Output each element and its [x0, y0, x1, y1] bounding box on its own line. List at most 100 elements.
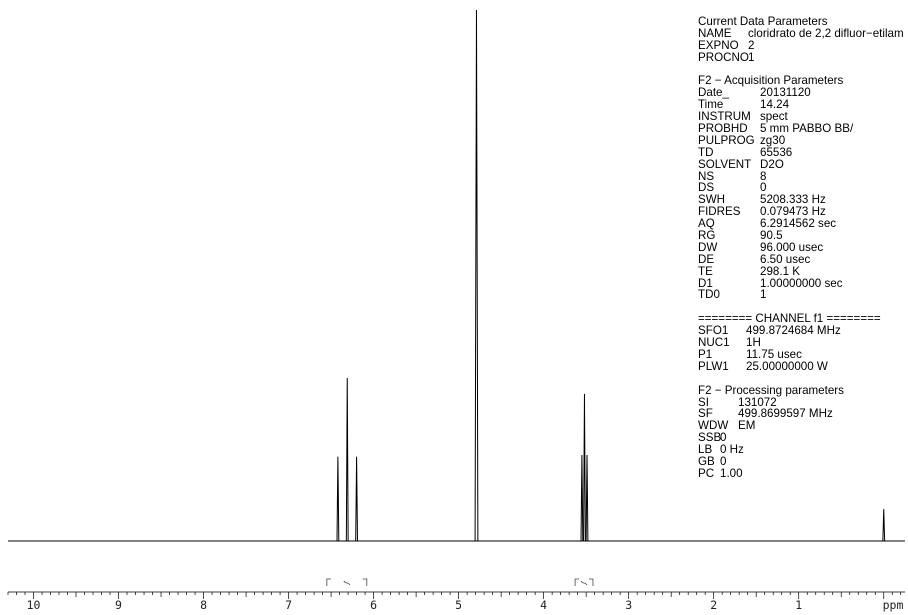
param-value: 1: [748, 52, 754, 64]
param-key: P1: [698, 349, 712, 361]
param-value: 6.2914562 sec: [760, 218, 836, 230]
x-axis-tick-label: 5: [455, 598, 462, 612]
param-row: SF 499.8699597 MHz: [698, 408, 906, 420]
param-key: SI: [698, 397, 709, 409]
param-value: 1: [760, 289, 766, 301]
x-axis-tick-label: 3: [625, 598, 632, 612]
param-key: PLW1: [698, 361, 729, 373]
param-value: 20131120: [760, 87, 811, 99]
param-row: DW 96.000 usec: [698, 242, 906, 254]
integral-bracket: [575, 579, 593, 586]
param-key: SWH: [698, 194, 725, 206]
param-row: PLW1 25.00000000 W: [698, 361, 906, 373]
param-row: PROBHD 5 mm PABBO BB/: [698, 123, 906, 135]
spectrum-peak: [356, 457, 358, 541]
x-axis-tick-label: 1: [795, 598, 802, 612]
params-section-header: F2 − Processing parameters: [698, 385, 906, 397]
param-key: PULPROG: [698, 135, 755, 147]
param-row: WDW EM: [698, 420, 906, 432]
param-row: PC 1.00: [698, 468, 906, 480]
param-key: NAME: [698, 28, 732, 40]
param-row: SI 131072: [698, 397, 906, 409]
param-key: DW: [698, 242, 717, 254]
param-value: 499.8699597 MHz: [738, 408, 833, 420]
param-value: 90.5: [760, 230, 783, 242]
x-axis-tick-label: 2: [710, 598, 717, 612]
param-value: spect: [760, 111, 788, 123]
param-value: 0.079473 Hz: [760, 206, 826, 218]
param-row: DS 0: [698, 182, 906, 194]
spectrum-peak: [346, 378, 348, 541]
param-row: NS 8: [698, 171, 906, 183]
param-value: 298.1 K: [760, 266, 800, 278]
param-key: NS: [698, 171, 714, 183]
param-key: NUC1: [698, 337, 730, 349]
param-key: INSTRUM: [698, 111, 751, 123]
param-key: SSB: [698, 432, 721, 444]
x-axis: 10 9 8 7 6 5 4 3 2 1 ppm: [8, 592, 905, 612]
x-axis-tick-label: 9: [115, 598, 122, 612]
param-key: SOLVENT: [698, 159, 751, 171]
param-row: TE 298.1 K: [698, 266, 906, 278]
x-axis-tick-label: 7: [285, 598, 292, 612]
param-value: 11.75 usec: [746, 349, 802, 361]
params-section-header: Current Data Parameters: [698, 16, 906, 28]
param-value: 0: [760, 182, 766, 194]
param-key: FIDRES: [698, 206, 741, 218]
params-section-header: ======== CHANNEL f1 ========: [698, 313, 906, 325]
param-value: 1.00000000 sec: [760, 278, 843, 290]
param-value: zg30: [760, 135, 785, 147]
param-row: SWH 5208.333 Hz: [698, 194, 906, 206]
param-value: 131072: [738, 397, 777, 409]
param-value: EM: [738, 420, 755, 432]
x-axis-unit-label: ppm: [883, 598, 904, 612]
param-key: GB: [698, 456, 715, 468]
param-row: NAME cloridrato de 2,2 difluor−etilam: [698, 28, 906, 40]
param-row: TD 65536: [698, 147, 906, 159]
param-row: SOLVENT D2O: [698, 159, 906, 171]
acquisition-parameters-panel: Current Data Parameters NAME cloridrato de…: [698, 16, 906, 480]
param-key: TD: [698, 147, 713, 159]
param-value: 0 Hz: [720, 444, 744, 456]
param-row: SFO1 499.8724684 MHz: [698, 325, 906, 337]
param-row: Date_ 20131120: [698, 87, 906, 99]
param-key: Date_: [698, 87, 729, 99]
integral-bracket: [327, 579, 367, 586]
param-row: RG 90.5: [698, 230, 906, 242]
param-row: AQ 6.2914562 sec: [698, 218, 906, 230]
param-value: D2O: [760, 159, 784, 171]
section-spacer: [698, 373, 906, 385]
param-value: 96.000 usec: [760, 242, 823, 254]
spectrum-peak: [883, 509, 885, 541]
param-row: EXPNO 2: [698, 40, 906, 52]
param-value: 25.00000000 W: [746, 361, 828, 373]
param-row: Time 14.24: [698, 99, 906, 111]
spectrum-peak: [581, 455, 583, 541]
param-value: 6.50 usec: [760, 254, 810, 266]
param-value: 14.24: [760, 99, 789, 111]
param-key: AQ: [698, 218, 715, 230]
param-value: 8: [760, 171, 766, 183]
param-row: P1 11.75 usec: [698, 349, 906, 361]
x-axis-tick-label: 4: [540, 598, 547, 612]
param-value: 1.00: [720, 468, 743, 480]
param-value: 0: [720, 456, 726, 468]
param-key: TD0: [698, 289, 720, 301]
param-key: Time: [698, 99, 723, 111]
param-key: WDW: [698, 420, 728, 432]
param-value: 0: [720, 432, 726, 444]
x-axis-tick-label: 10: [27, 598, 41, 612]
param-row: NUC1 1H: [698, 337, 906, 349]
param-row: LB 0 Hz: [698, 444, 906, 456]
param-row: PULPROG zg30: [698, 135, 906, 147]
param-key: PROBHD: [698, 123, 748, 135]
param-value: 65536: [760, 147, 792, 159]
param-key: EXPNO: [698, 40, 739, 52]
param-value: 5208.333 Hz: [760, 194, 826, 206]
param-value: 499.8724684 MHz: [746, 325, 841, 337]
param-row: FIDRES 0.079473 Hz: [698, 206, 906, 218]
param-key: PROCNO: [698, 52, 749, 64]
param-row: TD0 1: [698, 289, 906, 301]
param-row: INSTRUM spect: [698, 111, 906, 123]
x-axis-tick-label: 6: [370, 598, 377, 612]
